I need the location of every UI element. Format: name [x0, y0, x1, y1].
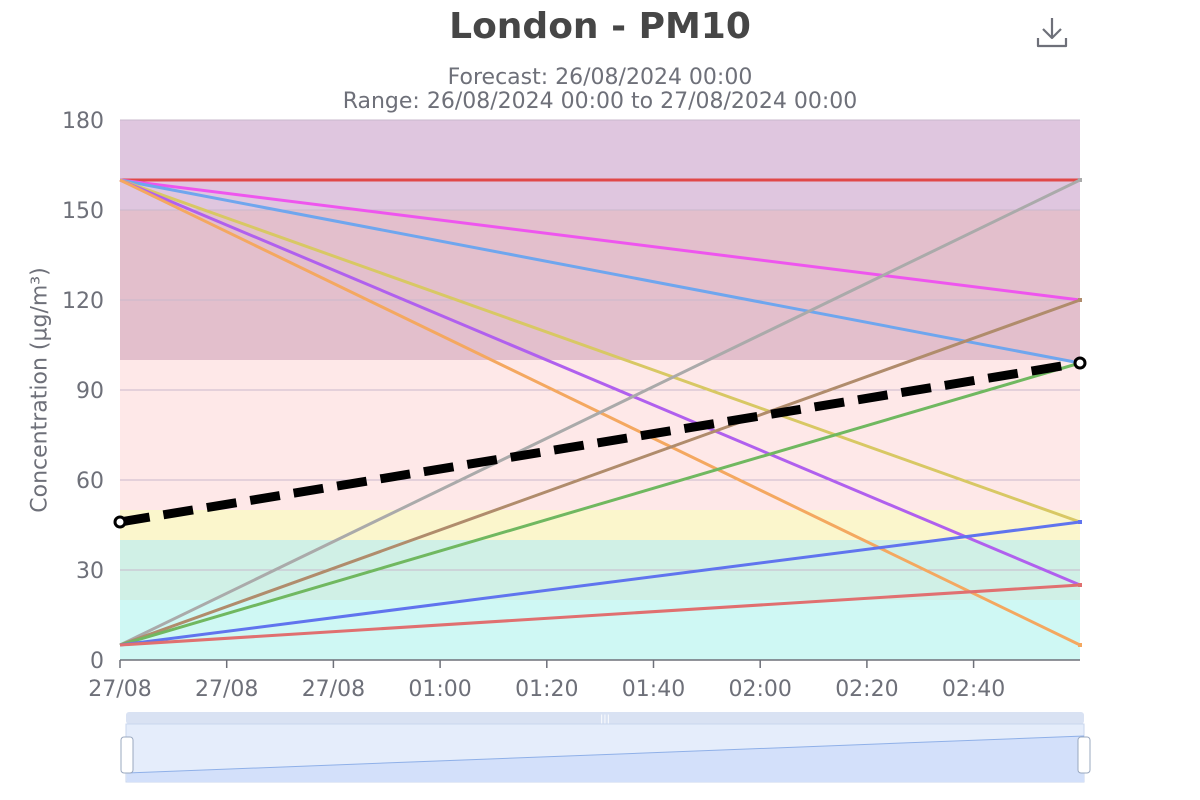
y-tick-label: 0 [90, 649, 104, 674]
x-tick-label: 01:40 [622, 677, 685, 702]
y-tick-label: 120 [62, 289, 104, 314]
series-line-8 [119, 361, 1081, 647]
x-axis: 27/08 27/08 27/08 01:00 01:20 01:40 02:00 02:20… [88, 659, 1080, 702]
x-tick-label: 02:40 [942, 677, 1005, 702]
series-end-marker [1078, 178, 1082, 182]
series-line-10 [119, 583, 1081, 647]
slider-top-bar[interactable] [126, 712, 1084, 724]
series-line-4 [119, 178, 1081, 587]
x-tick-label: 01:20 [515, 677, 578, 702]
band-2 [120, 510, 1080, 540]
slider-preview-line [126, 735, 1085, 774]
y-tick-label: 90 [76, 379, 104, 404]
series-line-9 [119, 520, 1081, 647]
band-4 [120, 210, 1080, 360]
y-tick-label: 180 [62, 109, 104, 134]
chart-subtitle-forecast: Forecast: 26/08/2024 00:00 [447, 65, 753, 90]
slider-grip-icon[interactable]: ||| [600, 714, 610, 725]
slider-preview-area [127, 736, 1084, 782]
y-axis: 0 30 60 90 120 150 180 [62, 109, 104, 674]
x-tick-label: 02:00 [728, 677, 791, 702]
download-icon [1036, 18, 1068, 48]
download-button[interactable] [1034, 14, 1070, 50]
y-tick-label: 150 [62, 199, 104, 224]
chart-title: London - PM10 [449, 6, 751, 47]
band-5 [120, 120, 1080, 210]
x-tick-label: 27/08 [195, 677, 258, 702]
slider-handle-left[interactable] [120, 736, 134, 774]
x-tick-label: 27/08 [88, 677, 151, 702]
series-end-marker [1078, 298, 1082, 302]
series-point [113, 515, 127, 529]
chart-series [113, 178, 1087, 647]
series-point [1073, 356, 1087, 370]
series-line-dashed [119, 358, 1081, 527]
y-axis-label: Concentration (µg/m³) [27, 267, 53, 513]
series-line-1 [119, 178, 1081, 302]
series-end-marker [1078, 643, 1082, 647]
series-line-3 [119, 178, 1081, 524]
x-tick-label: 02:20 [835, 677, 898, 702]
series-line-2 [119, 178, 1081, 365]
chart-subtitle-range: Range: 26/08/2024 00:00 to 27/08/2024 00… [342, 89, 858, 114]
band-0 [120, 600, 1080, 660]
y-tick-label: 30 [76, 559, 104, 584]
y-tick-label: 60 [76, 469, 104, 494]
series-line-7 [119, 298, 1081, 647]
series-end-marker [1078, 520, 1082, 524]
slider-handle-right[interactable] [1077, 736, 1091, 774]
series-end-marker [1078, 583, 1082, 587]
x-tick-label: 27/08 [302, 677, 365, 702]
series-line-6 [119, 178, 1081, 647]
data-zoom-slider[interactable]: ||| [120, 712, 1091, 783]
x-tick-label: 01:00 [408, 677, 471, 702]
